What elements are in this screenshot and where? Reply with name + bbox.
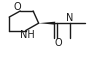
Text: O: O	[14, 2, 21, 12]
Polygon shape	[39, 22, 55, 25]
Text: N: N	[66, 13, 74, 23]
Text: O: O	[54, 38, 62, 48]
Text: NH: NH	[20, 30, 35, 40]
